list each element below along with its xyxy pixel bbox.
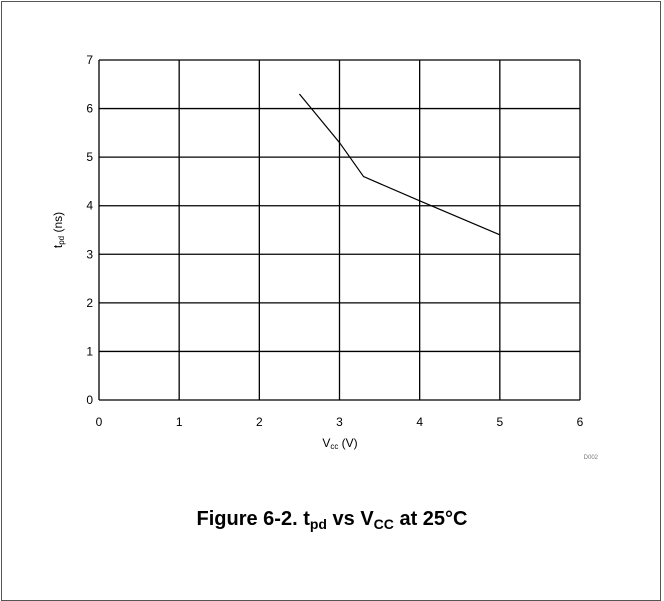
y-tick-label: 5: [86, 150, 93, 164]
x-tick-label: 4: [416, 415, 423, 429]
x-tick-label: 1: [176, 415, 183, 429]
chart-annotation: D002: [584, 455, 599, 461]
y-tick-label: 0: [86, 393, 93, 407]
figure-caption: Figure 6-2. tpd vs VCC at 25°C: [196, 508, 468, 532]
x-tick-label: 2: [256, 415, 263, 429]
x-axis-label: Vcc (V): [322, 436, 357, 451]
y-tick-label: 4: [86, 199, 93, 213]
x-tick-label: 5: [496, 415, 503, 429]
y-tick-label: 7: [86, 53, 93, 67]
y-tick-label: 6: [86, 102, 93, 116]
series-line: [298, 93, 501, 236]
x-tick-label: 6: [577, 415, 584, 429]
y-tick-label: 3: [86, 247, 93, 261]
grid: [98, 59, 581, 401]
y-tick-labels: 0 1 2 3 4 5 6 7: [86, 53, 93, 407]
x-tick-label: 3: [336, 415, 343, 429]
chart: 0 1 2 3 4 5 6 7 0 1 2 3 4 5 6 Vcc (V) tpd (ns) D002: [51, 53, 599, 461]
x-tick-labels: 0 1 2 3 4 5 6: [96, 415, 584, 429]
series: [298, 93, 501, 236]
y-tick-label: 1: [86, 344, 93, 358]
y-axis-label: tpd (ns): [51, 212, 66, 248]
y-tick-label: 2: [86, 296, 93, 310]
x-tick-label: 0: [96, 415, 103, 429]
